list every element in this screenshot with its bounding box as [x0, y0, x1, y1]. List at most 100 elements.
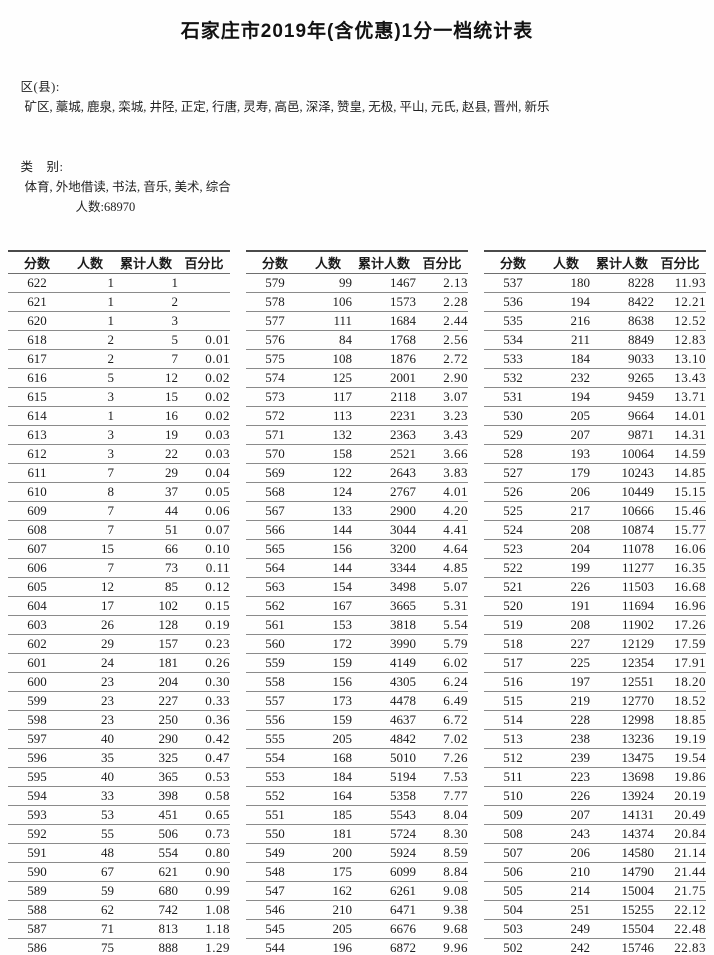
- cumulative-cell: 1684: [352, 311, 416, 331]
- cumulative-cell: 4637: [352, 710, 416, 730]
- score-cell: 600: [8, 672, 66, 692]
- cumulative-cell: 3044: [352, 520, 416, 540]
- table-row: 565 156 3200 4.64: [246, 539, 468, 559]
- score-cell: 596: [8, 748, 66, 768]
- cumulative-cell: 16: [114, 406, 178, 426]
- count-cell: 167: [304, 596, 352, 616]
- cumulative-cell: 11277: [590, 558, 654, 578]
- count-cell: 35: [66, 748, 114, 768]
- percent-cell: 5.31: [416, 596, 468, 616]
- total-count: 人数:68970: [75, 200, 136, 214]
- percent-cell: 2.72: [416, 349, 468, 369]
- score-cell: 505: [484, 881, 542, 901]
- count-cell: 99: [304, 273, 352, 293]
- table-row: 564 144 3344 4.85: [246, 558, 468, 578]
- percent-cell: 20.49: [654, 805, 706, 825]
- score-cell: 562: [246, 596, 304, 616]
- table-row: 568 124 2767 4.01: [246, 482, 468, 502]
- percent-cell: 20.84: [654, 824, 706, 844]
- percent-cell: 0.99: [178, 881, 230, 901]
- percent-cell: 6.49: [416, 691, 468, 711]
- percent-cell: 0.01: [178, 349, 230, 369]
- count-cell: 180: [542, 273, 590, 293]
- count-cell: 7: [66, 463, 114, 483]
- score-cell: 565: [246, 539, 304, 559]
- count-cell: 206: [542, 843, 590, 863]
- count-cell: 24: [66, 653, 114, 673]
- table-row: 598 23 250 0.36: [8, 710, 230, 730]
- table-row: 554 168 5010 7.26: [246, 748, 468, 768]
- score-cell: 602: [8, 634, 66, 654]
- column-header-cumulative: 累计人数: [590, 251, 654, 274]
- score-cell: 532: [484, 368, 542, 388]
- cumulative-cell: 19: [114, 425, 178, 445]
- percent-cell: 9.08: [416, 881, 468, 901]
- percent-cell: 17.26: [654, 615, 706, 635]
- table-row: 518 227 12129 17.59: [484, 634, 706, 654]
- percent-cell: 17.91: [654, 653, 706, 673]
- percent-cell: [178, 311, 230, 331]
- table-row: 594 33 398 0.58: [8, 786, 230, 806]
- count-cell: 7: [66, 520, 114, 540]
- score-cell: 552: [246, 786, 304, 806]
- count-cell: 207: [542, 805, 590, 825]
- count-cell: 210: [542, 862, 590, 882]
- cumulative-cell: 680: [114, 881, 178, 901]
- table-header-row: 分数 人数 累计人数 百分比: [246, 251, 468, 274]
- count-cell: 172: [304, 634, 352, 654]
- score-table-1: 分数 人数 累计人数 百分比 622 1 1 621 1 2 620 1 3 618 2 5 0.01 6…: [8, 250, 230, 955]
- score-cell: 566: [246, 520, 304, 540]
- percent-cell: 5.79: [416, 634, 468, 654]
- score-table-2: 分数 人数 累计人数 百分比 579 99 1467 2.13 578 106 1573 2.…: [246, 250, 468, 955]
- cumulative-cell: 102: [114, 596, 178, 616]
- cumulative-cell: 2900: [352, 501, 416, 521]
- score-cell: 510: [484, 786, 542, 806]
- percent-cell: 2.90: [416, 368, 468, 388]
- table-row: 516 197 12551 18.20: [484, 672, 706, 692]
- count-cell: 124: [304, 482, 352, 502]
- score-cell: 556: [246, 710, 304, 730]
- score-cell: 567: [246, 501, 304, 521]
- score-cell: 517: [484, 653, 542, 673]
- count-cell: 211: [542, 330, 590, 350]
- score-cell: 511: [484, 767, 542, 787]
- cumulative-cell: 10874: [590, 520, 654, 540]
- table-row: 508 243 14374 20.84: [484, 824, 706, 844]
- score-cell: 610: [8, 482, 66, 502]
- cumulative-cell: 6261: [352, 881, 416, 901]
- cumulative-cell: 888: [114, 938, 178, 955]
- table-row: 559 159 4149 6.02: [246, 653, 468, 673]
- count-cell: 173: [304, 691, 352, 711]
- table-row: 512 239 13475 19.54: [484, 748, 706, 768]
- table-row: 503 249 15504 22.48: [484, 919, 706, 939]
- score-cell: 524: [484, 520, 542, 540]
- score-cell: 622: [8, 273, 66, 293]
- cumulative-cell: 290: [114, 729, 178, 749]
- score-cell: 514: [484, 710, 542, 730]
- count-cell: 194: [542, 292, 590, 312]
- score-cell: 525: [484, 501, 542, 521]
- count-cell: 53: [66, 805, 114, 825]
- cumulative-cell: 451: [114, 805, 178, 825]
- cumulative-cell: 227: [114, 691, 178, 711]
- table-row: 590 67 621 0.90: [8, 862, 230, 882]
- percent-cell: 0.05: [178, 482, 230, 502]
- percent-cell: 13.43: [654, 368, 706, 388]
- tables-container: 分数 人数 累计人数 百分比 622 1 1 621 1 2 620 1 3 618 2 5 0.01 6…: [0, 250, 714, 955]
- score-cell: 579: [246, 273, 304, 293]
- score-cell: 553: [246, 767, 304, 787]
- table-row: 545 205 6676 9.68: [246, 919, 468, 939]
- score-cell: 590: [8, 862, 66, 882]
- score-cell: 604: [8, 596, 66, 616]
- cumulative-cell: 1467: [352, 273, 416, 293]
- score-cell: 546: [246, 900, 304, 920]
- percent-cell: 2.44: [416, 311, 468, 331]
- count-cell: 232: [542, 368, 590, 388]
- table-row: 609 7 44 0.06: [8, 501, 230, 521]
- cumulative-cell: 5010: [352, 748, 416, 768]
- count-cell: 48: [66, 843, 114, 863]
- percent-cell: 6.72: [416, 710, 468, 730]
- cumulative-cell: 4149: [352, 653, 416, 673]
- score-cell: 535: [484, 311, 542, 331]
- table-row: 579 99 1467 2.13: [246, 273, 468, 293]
